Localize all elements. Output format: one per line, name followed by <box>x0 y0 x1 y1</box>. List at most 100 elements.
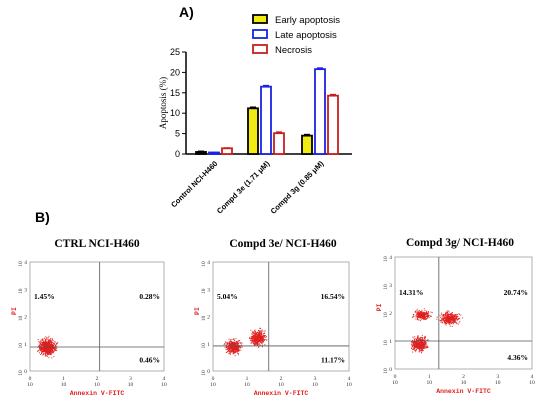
flow-y-tick-base: 10 <box>383 284 389 290</box>
event-dot <box>49 343 51 345</box>
event-dot <box>240 346 242 349</box>
event-dot <box>455 322 457 324</box>
flow-x-tick-base: 10 <box>161 382 167 388</box>
event-dot <box>446 323 448 325</box>
event-dot <box>235 351 237 353</box>
event-dot <box>455 318 457 320</box>
event-dot <box>444 316 446 318</box>
flow-x-tick-base: 10 <box>128 382 134 388</box>
event-dot <box>257 344 259 346</box>
bar-2-1 <box>273 132 285 155</box>
event-dot <box>45 341 47 344</box>
event-dot <box>49 339 51 341</box>
event-dot <box>425 318 427 320</box>
event-dot <box>445 320 447 323</box>
bar-0-1 <box>247 107 259 155</box>
event-dot <box>258 334 260 336</box>
event-dot <box>236 347 238 349</box>
event-dot <box>229 352 232 354</box>
event-dot <box>234 347 236 349</box>
event-dot <box>48 335 50 337</box>
event-dot <box>413 341 415 343</box>
flow-x-tick: 2 <box>96 376 99 382</box>
event-dot <box>238 340 240 342</box>
event-dot <box>440 320 442 322</box>
event-dot <box>420 336 422 338</box>
event-dot <box>443 319 445 322</box>
event-dot <box>419 347 421 349</box>
event-dot <box>236 349 238 351</box>
event-dot <box>417 311 419 313</box>
flow-x-tick: 3 <box>129 376 132 382</box>
event-dot <box>251 337 253 339</box>
bar-0-0 <box>195 151 207 155</box>
event-dot <box>422 315 424 317</box>
event-dot <box>231 350 233 352</box>
event-dot <box>451 313 453 315</box>
event-dot <box>239 346 241 348</box>
event-dot <box>254 344 256 346</box>
event-dot <box>431 312 433 314</box>
event-dot <box>426 346 429 348</box>
event-dot <box>228 350 230 353</box>
event-dot <box>48 357 50 359</box>
event-dot <box>422 344 424 346</box>
flow-y-tick: 2 <box>24 315 27 321</box>
event-dot <box>446 311 448 313</box>
event-dot <box>40 345 42 347</box>
event-dot <box>236 341 238 343</box>
event-dot <box>444 315 446 317</box>
event-dot <box>48 349 50 351</box>
event-dot <box>223 344 225 346</box>
event-dot <box>233 346 235 348</box>
event-dot <box>40 351 43 353</box>
event-dot <box>37 345 40 347</box>
event-dot <box>229 354 231 356</box>
event-dot <box>237 342 239 344</box>
event-dot <box>39 348 42 350</box>
event-dot <box>450 315 452 317</box>
event-dot <box>48 339 50 341</box>
event-dot <box>227 349 229 351</box>
flow-x-tick-base: 10 <box>94 382 100 388</box>
event-dot <box>55 349 57 351</box>
event-dot <box>54 340 56 343</box>
event-dot <box>52 352 54 354</box>
event-dot <box>43 348 45 350</box>
event-dot <box>260 335 262 337</box>
event-dot <box>226 341 228 343</box>
event-dot <box>250 329 252 331</box>
event-dot <box>46 350 48 352</box>
event-dot <box>237 354 240 356</box>
event-dot <box>236 352 239 354</box>
event-dot <box>420 349 422 351</box>
event-dot <box>418 311 420 313</box>
event-dot <box>415 310 417 312</box>
event-dot <box>45 345 47 347</box>
event-dot <box>260 332 262 335</box>
y-tick-label: 5 <box>175 129 180 139</box>
event-dot <box>43 337 45 339</box>
event-dot <box>417 342 419 345</box>
event-dot <box>412 343 414 345</box>
flow-y-tick-base: 10 <box>18 343 24 349</box>
bar-1-2 <box>314 68 326 155</box>
event-dot <box>415 345 417 347</box>
event-dot <box>455 313 457 315</box>
event-dot <box>262 339 264 341</box>
event-dot <box>253 335 255 337</box>
flow-dots <box>410 308 464 354</box>
event-dot <box>233 343 235 345</box>
event-dot <box>224 347 226 349</box>
category-label: Compd 3e (1.71 μM) <box>215 159 272 216</box>
flow-y-tick: 1 <box>389 339 392 345</box>
event-dot <box>422 345 424 347</box>
event-dot <box>413 349 415 351</box>
event-dot <box>421 349 423 351</box>
flow-y-tick: 1 <box>207 342 210 348</box>
event-dot <box>448 320 450 322</box>
legend-swatch <box>252 44 268 54</box>
event-dot <box>251 342 253 344</box>
event-dot <box>441 320 443 322</box>
event-dot <box>424 343 426 345</box>
